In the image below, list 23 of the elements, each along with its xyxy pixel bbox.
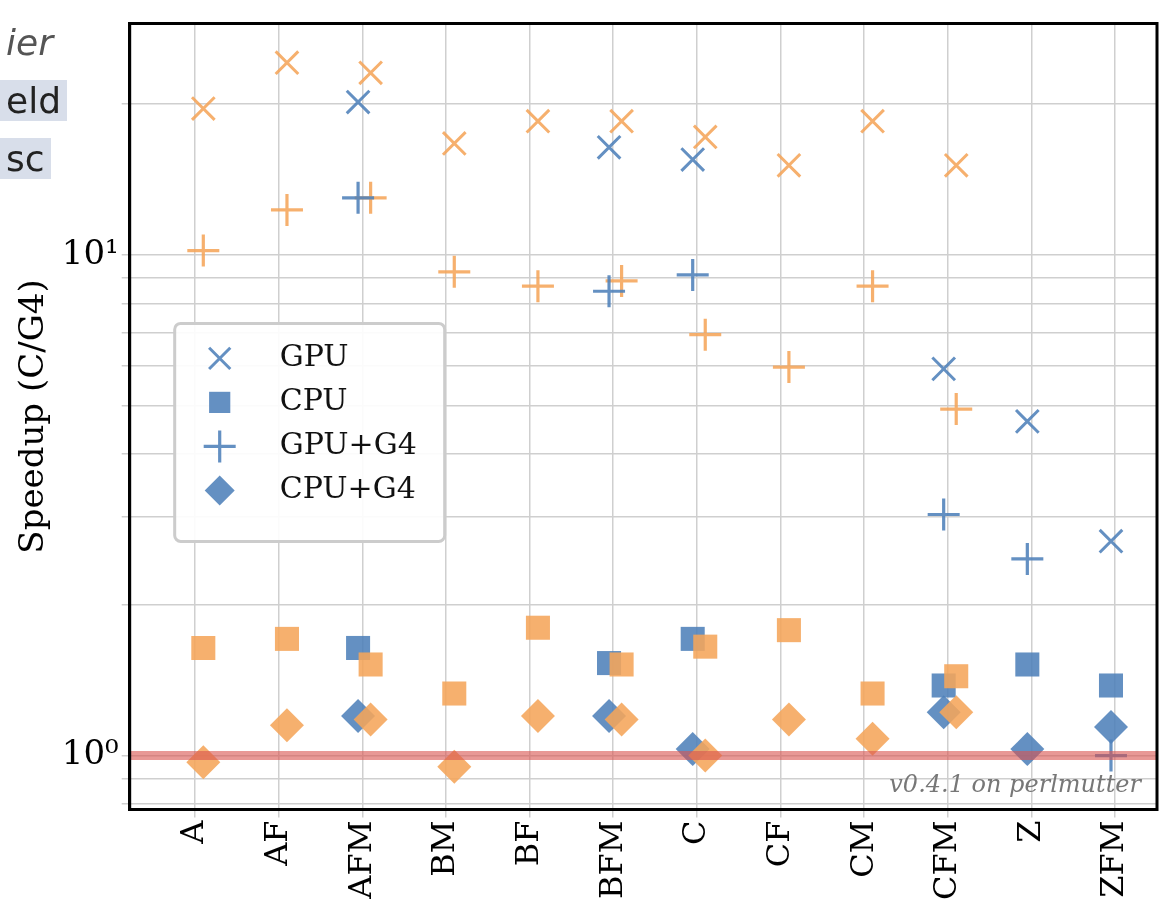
x-tick-label: BM (424, 820, 463, 877)
y-tick-label: 10¹ (61, 231, 119, 272)
legend-label: CPU+G4 (279, 470, 416, 506)
x-tick-label: CM (842, 820, 881, 878)
annotation: v0.4.1 on perlmutter (889, 769, 1143, 798)
text: ier (5, 22, 56, 63)
x-tick-label: Z (1009, 820, 1048, 843)
y-tick-label: 10⁰ (61, 732, 119, 773)
legend-label: GPU (279, 338, 349, 374)
x-tick-label: BF (507, 820, 546, 867)
x-tick-label: C (675, 820, 714, 846)
x-tick-label: CF (758, 820, 797, 868)
x-tick-label: AFM (340, 820, 379, 900)
y-axis-title: Speedup (C/G4) (11, 279, 52, 554)
x-tick-label: BFM (591, 820, 630, 900)
x-tick-label: AF (256, 820, 295, 867)
text: eld (0, 80, 68, 121)
text: sc (0, 138, 51, 179)
legend-label: CPU (279, 382, 348, 418)
legend-label: GPU+G4 (279, 426, 417, 462)
x-tick-label: A (173, 819, 212, 845)
x-tick-label: ZFM (1093, 820, 1132, 898)
x-tick-label: CFM (926, 820, 965, 900)
